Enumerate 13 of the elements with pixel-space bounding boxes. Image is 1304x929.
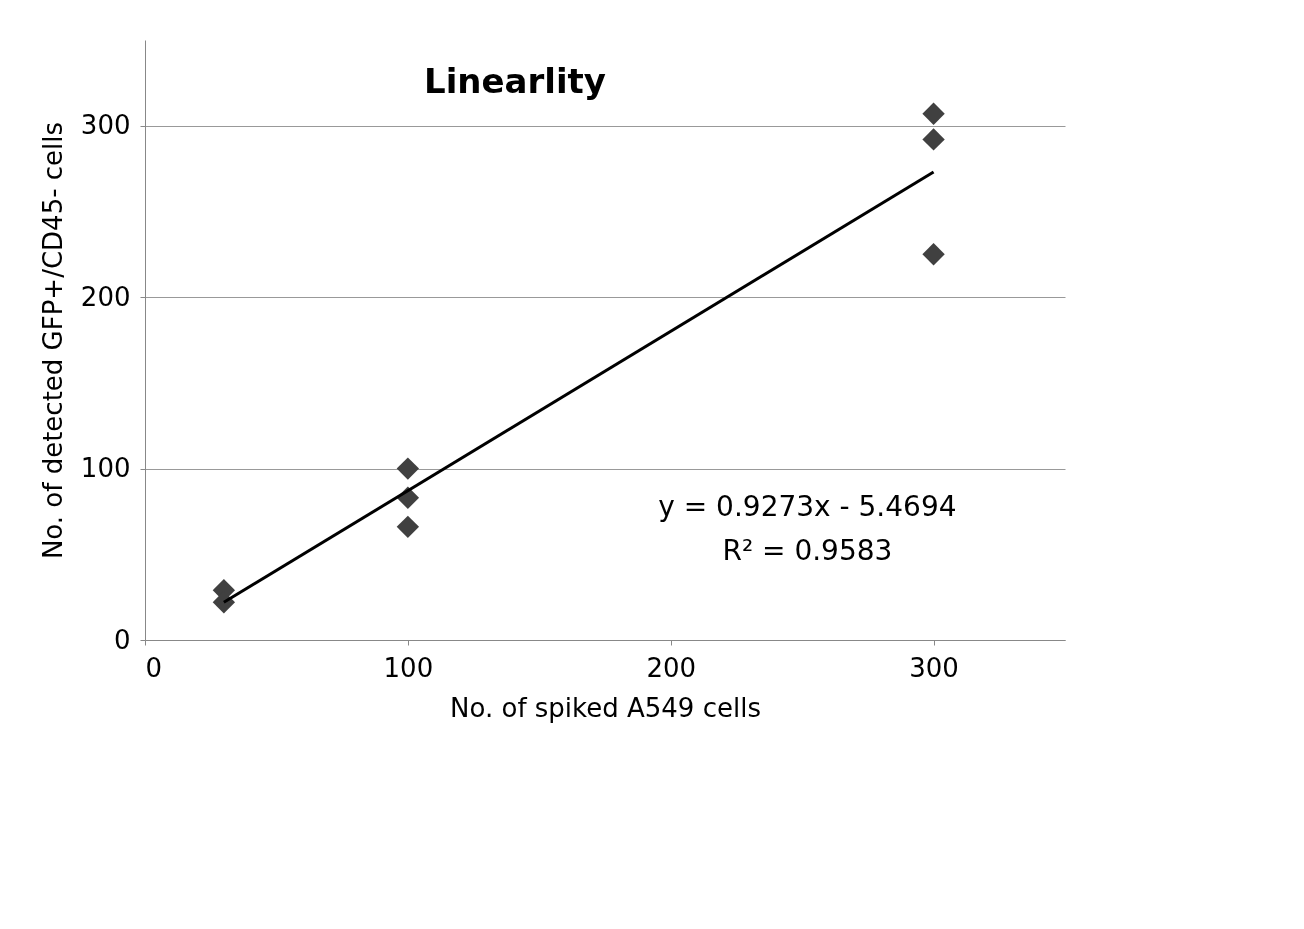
annotation: R² = 0.9583 bbox=[722, 534, 893, 567]
y-tick-label: 100 bbox=[80, 453, 131, 484]
y-tick-label: 200 bbox=[80, 281, 131, 312]
annotation: y = 0.9273x - 5.4694 bbox=[658, 490, 957, 523]
y-tick-label: 0 bbox=[113, 624, 131, 655]
x-tick-label: 100 bbox=[383, 652, 434, 683]
y-tick-label: 300 bbox=[80, 110, 131, 141]
x-tick-label: 300 bbox=[909, 652, 959, 683]
x-tick-label: 200 bbox=[646, 652, 697, 683]
x-axis-title: No. of spiked A549 cells bbox=[450, 692, 761, 723]
y-axis-title: No. of detected GFP+/CD45- cells bbox=[37, 121, 68, 560]
x-tick-label: 0 bbox=[145, 652, 163, 683]
text: Linearlity bbox=[423, 61, 607, 101]
